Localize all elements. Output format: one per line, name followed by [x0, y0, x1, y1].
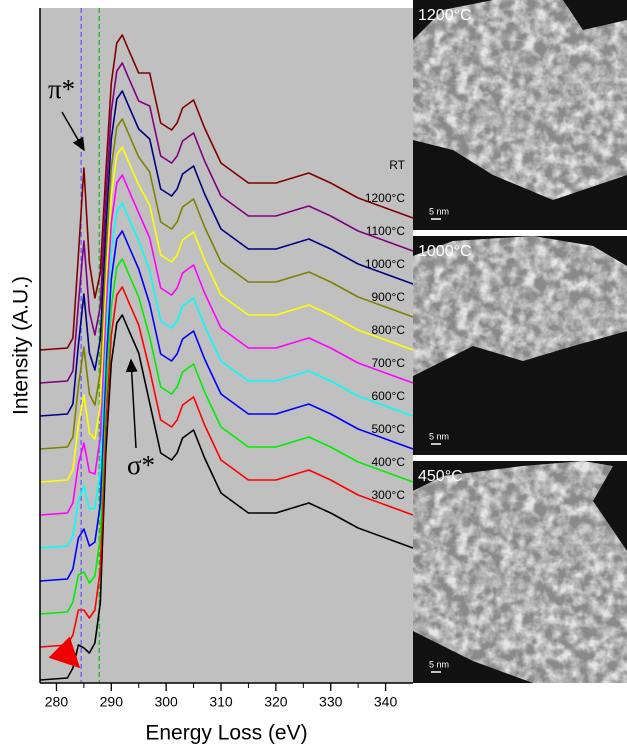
scale-bar-label: 5 nm [429, 659, 449, 669]
image-label: 450°C [418, 468, 463, 485]
image-label: 1000°C [418, 243, 472, 260]
series-label: 500°C [372, 422, 406, 436]
plot: 300°C400°C500°C600°C700°C800°C900°C1000°… [10, 8, 413, 745]
series-label: 400°C [372, 455, 406, 469]
x-tick-label: 310 [209, 694, 233, 710]
x-tick-label: 320 [264, 694, 288, 710]
x-tick-label: 290 [100, 694, 124, 710]
scale-bar-label: 5 nm [429, 431, 449, 441]
micrograph: 1200°C 5 nm [413, 0, 627, 230]
annotation: π* [48, 74, 75, 104]
x-tick-label: 330 [319, 694, 343, 710]
image-label: 1200°C [418, 7, 472, 24]
micrograph: 450°C 5 nm [413, 461, 627, 683]
scale-bar-label: 5 nm [429, 206, 449, 216]
image-panels: 1200°C 5 nm 1000°C 5 nm 450°C 5 nm [413, 0, 627, 683]
x-tick-label: 340 [374, 694, 398, 710]
micrograph: 1000°C 5 nm [413, 236, 627, 455]
series-label: 800°C [372, 323, 406, 337]
plot-background [40, 8, 413, 683]
series-label: 900°C [372, 290, 406, 304]
series-label: 300°C [372, 488, 406, 502]
annotation: σ* [127, 450, 155, 480]
series-label: RT [389, 158, 405, 172]
series-label: 700°C [372, 356, 406, 370]
x-tick-label: 280 [45, 694, 69, 710]
series-label: 600°C [372, 389, 406, 403]
x-axis-label: Energy Loss (eV) [145, 722, 307, 745]
y-axis-label: Intensity (A.U.) [10, 276, 33, 415]
x-tick-label: 300 [154, 694, 178, 710]
figure: 300°C 400°C 500°C 600°C 700°C 800°C 900°C 1000°… [0, 0, 627, 746]
